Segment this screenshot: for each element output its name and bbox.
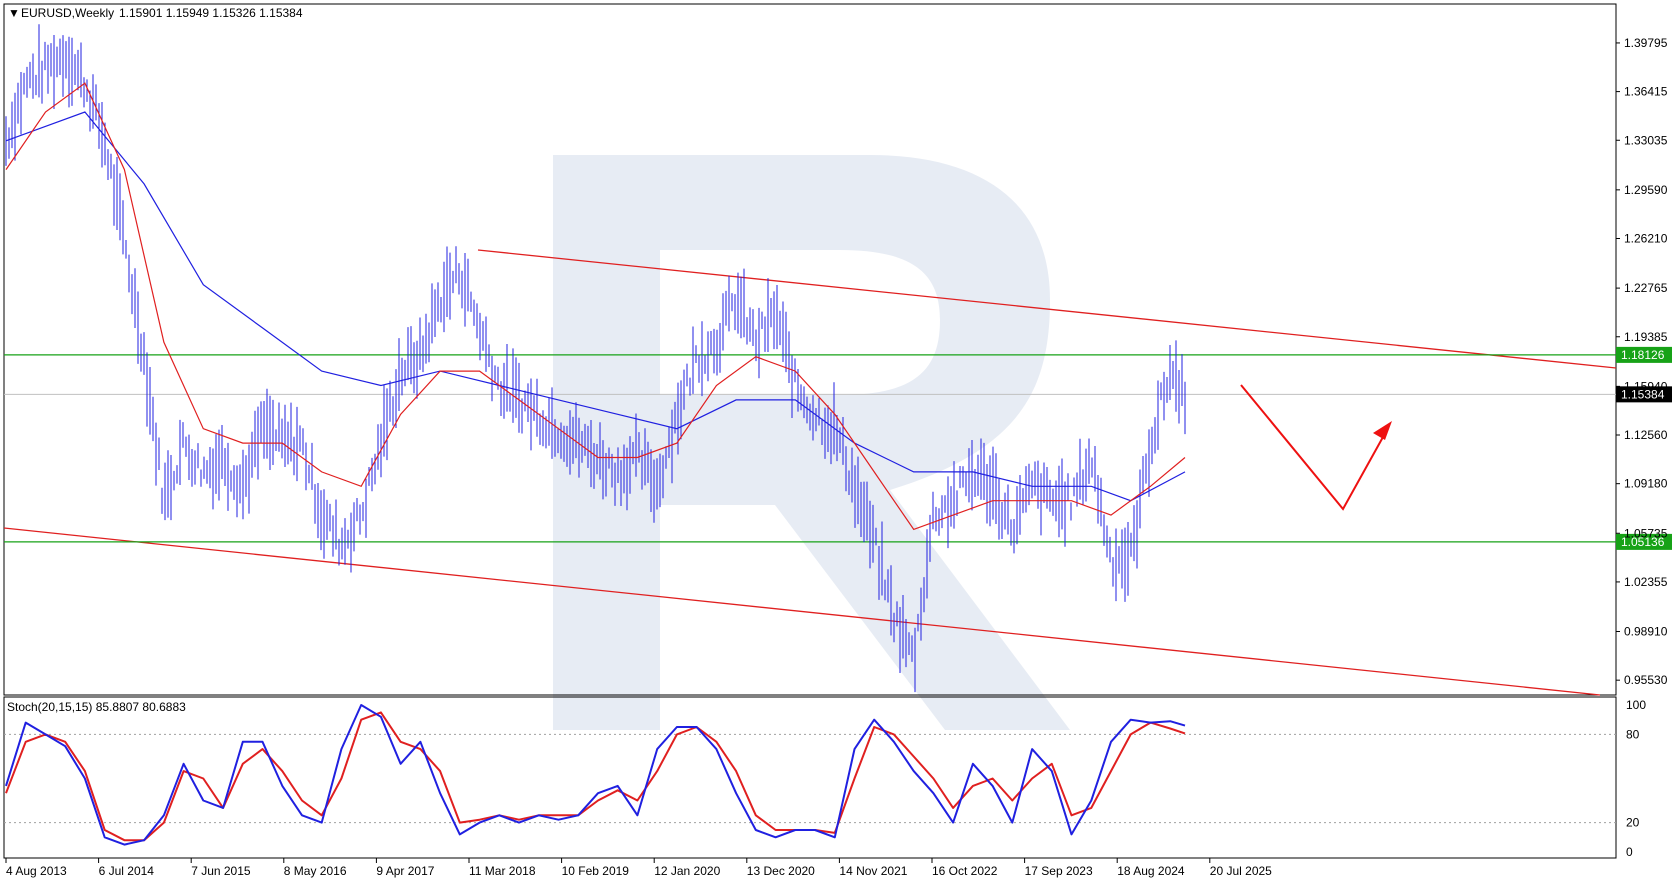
- stoch-tick-label: 80: [1626, 727, 1640, 741]
- ohlc-values: 1.15901 1.15949 1.15326 1.15384: [119, 6, 303, 20]
- x-tick-label: 6 Jul 2014: [99, 864, 155, 878]
- stoch-signal-line: [5, 711, 1186, 842]
- x-tick-label: 11 Mar 2018: [469, 864, 536, 878]
- y-tick-label: 1.39795: [1624, 36, 1668, 50]
- y-tick-label: 1.22765: [1624, 281, 1668, 295]
- header: ▼ EURUSD,Weekly 1.15901 1.15949 1.15326 …: [7, 6, 303, 714]
- stoch-title: Stoch(20,15,15) 85.8807 80.6883: [7, 700, 186, 714]
- chart-title: EURUSD,Weekly: [21, 6, 114, 20]
- current-price-tag: [1616, 386, 1672, 403]
- y-tick-label: 1.29590: [1624, 183, 1668, 197]
- channel-lower-line: [3, 527, 1601, 696]
- y-tick-label: 0.95530: [1624, 673, 1668, 687]
- forecast-arrowhead: [1373, 421, 1392, 440]
- x-tick-label: 8 May 2016: [284, 864, 347, 878]
- x-tick-label: 20 Jul 2025: [1210, 864, 1272, 878]
- level-price-label: 1.18126: [1621, 348, 1665, 362]
- x-tick-label: 18 Aug 2024: [1117, 864, 1185, 878]
- stoch-tick-label: 20: [1626, 816, 1640, 830]
- y-tick-label: 1.26210: [1624, 232, 1668, 246]
- stoch-tick-label: 0: [1626, 845, 1633, 859]
- forecast-arrow: [1240, 384, 1389, 511]
- y-tick-label: 1.02355: [1624, 575, 1668, 589]
- y-tick-label: 0.98910: [1624, 625, 1668, 639]
- level-price-label: 1.05136: [1621, 535, 1665, 549]
- y-tick-label: 1.33035: [1624, 133, 1668, 147]
- ma-fast-line: [5, 82, 1186, 531]
- level-price-tag: [1616, 346, 1672, 363]
- stoch-tick-label: 100: [1626, 698, 1646, 712]
- y-tick-label: 1.05735: [1624, 526, 1668, 540]
- y-tick-label: 1.09180: [1624, 477, 1668, 491]
- chart-title-triangle: ▼: [8, 6, 20, 20]
- x-tick-label: 16 Oct 2022: [932, 864, 998, 878]
- x-tick-label: 10 Feb 2019: [562, 864, 630, 878]
- y-tick-label: 1.12560: [1624, 428, 1668, 442]
- x-tick-label: 17 Sep 2023: [1025, 864, 1093, 878]
- main-panel: [3, 3, 1617, 696]
- stoch-panel: [3, 696, 1617, 859]
- ma-slow-line: [5, 111, 1186, 502]
- x-tick-label: 13 Dec 2020: [747, 864, 815, 878]
- level-price-tag: [1616, 533, 1672, 550]
- x-tick-label: 14 Nov 2021: [839, 864, 907, 878]
- x-tick-label: 4 Aug 2013: [6, 864, 67, 878]
- y-tick-label: 1.19385: [1624, 330, 1668, 344]
- x-tick-label: 7 Jun 2015: [191, 864, 251, 878]
- watermark-logo: [553, 155, 1070, 730]
- x-tick-label: 12 Jan 2020: [654, 864, 720, 878]
- y-tick-label: 1.15940: [1624, 379, 1668, 393]
- stoch-main-line: [5, 704, 1186, 846]
- x-tick-label: 9 Apr 2017: [376, 864, 434, 878]
- channel-upper-line: [477, 249, 1617, 369]
- y-tick-label: 1.36415: [1624, 85, 1668, 99]
- current-price-label: 1.15384: [1621, 387, 1665, 401]
